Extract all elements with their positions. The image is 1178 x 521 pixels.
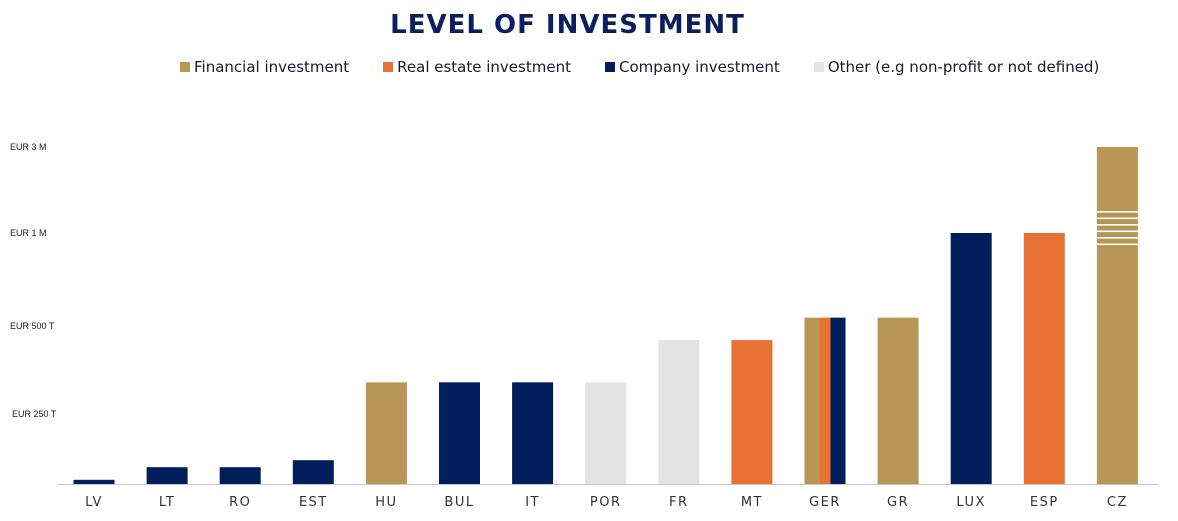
x-tick-label: IT — [525, 495, 540, 510]
bar-mt — [731, 340, 773, 484]
legend-item-company: Company investment — [604, 58, 780, 76]
bar-ro — [219, 467, 261, 484]
legend-label-company: Company investment — [618, 58, 780, 76]
bar-lt — [146, 467, 188, 484]
axis-break-stripe — [1096, 211, 1138, 213]
x-tick-label: EST — [299, 495, 328, 510]
x-tick-label: MT — [741, 495, 763, 510]
axis-break-stripe — [1096, 230, 1138, 233]
bar-hu — [365, 382, 407, 484]
legend-label-other: Other (e.g non-profit or not defined) — [827, 58, 1100, 76]
x-tick-label: FR — [669, 495, 689, 510]
bar-cz — [1096, 147, 1138, 484]
axis-break-stripe — [1096, 243, 1138, 246]
x-tick-label: ESP — [1030, 495, 1059, 510]
legend-item-financial: Financial investment — [180, 58, 349, 76]
legend-item-other: Other (e.g non-profit or not defined) — [813, 58, 1100, 76]
bar-ger-segment — [819, 317, 831, 484]
legend-swatch-financial — [180, 62, 190, 72]
axis-break-stripe — [1096, 224, 1138, 226]
x-tick-label: LV — [85, 495, 103, 510]
legend-item-real-estate: Real estate investment — [383, 58, 571, 76]
legend-swatch-company — [604, 62, 615, 72]
bar-fr — [658, 340, 700, 484]
legend-label-financial: Financial investment — [194, 58, 350, 76]
bar-ger-segment — [830, 317, 846, 484]
y-tick-label: EUR 250 T — [12, 409, 57, 419]
x-tick-label: LUX — [956, 495, 986, 510]
legend: Financial investment Real estate investm… — [180, 58, 1133, 76]
bar-bul — [439, 382, 480, 484]
legend-swatch-real-estate — [383, 62, 394, 72]
y-tick-label: EUR 1 M — [10, 228, 47, 238]
legend-swatch-other — [813, 62, 824, 72]
bar-est — [292, 460, 334, 484]
axis-break-stripe — [1096, 237, 1138, 239]
bar-it — [512, 382, 554, 484]
y-tick-label: EUR 500 T — [10, 321, 55, 331]
x-tick-label: POR — [590, 495, 622, 510]
chart-title: LEVEL OF INVESTMENT — [390, 10, 745, 40]
x-tick-label: HU — [375, 495, 397, 510]
y-tick-label: EUR 3 M — [10, 142, 47, 152]
x-tick-label: BUL — [444, 495, 474, 510]
axis-break-stripe — [1096, 217, 1138, 220]
x-tick-label: GER — [809, 495, 841, 510]
legend-label-real-estate: Real estate investment — [397, 58, 571, 76]
x-tick-label: LT — [159, 495, 175, 510]
x-tick-label: GR — [887, 495, 909, 510]
bar-gr — [877, 317, 919, 484]
bar-lv — [73, 479, 115, 484]
x-tick-label: RO — [229, 495, 251, 510]
bar-lux — [950, 233, 992, 484]
bar-esp — [1023, 233, 1065, 484]
bar-ger-segment — [804, 317, 820, 484]
bar-por — [585, 382, 627, 484]
x-tick-label: CZ — [1107, 495, 1128, 510]
